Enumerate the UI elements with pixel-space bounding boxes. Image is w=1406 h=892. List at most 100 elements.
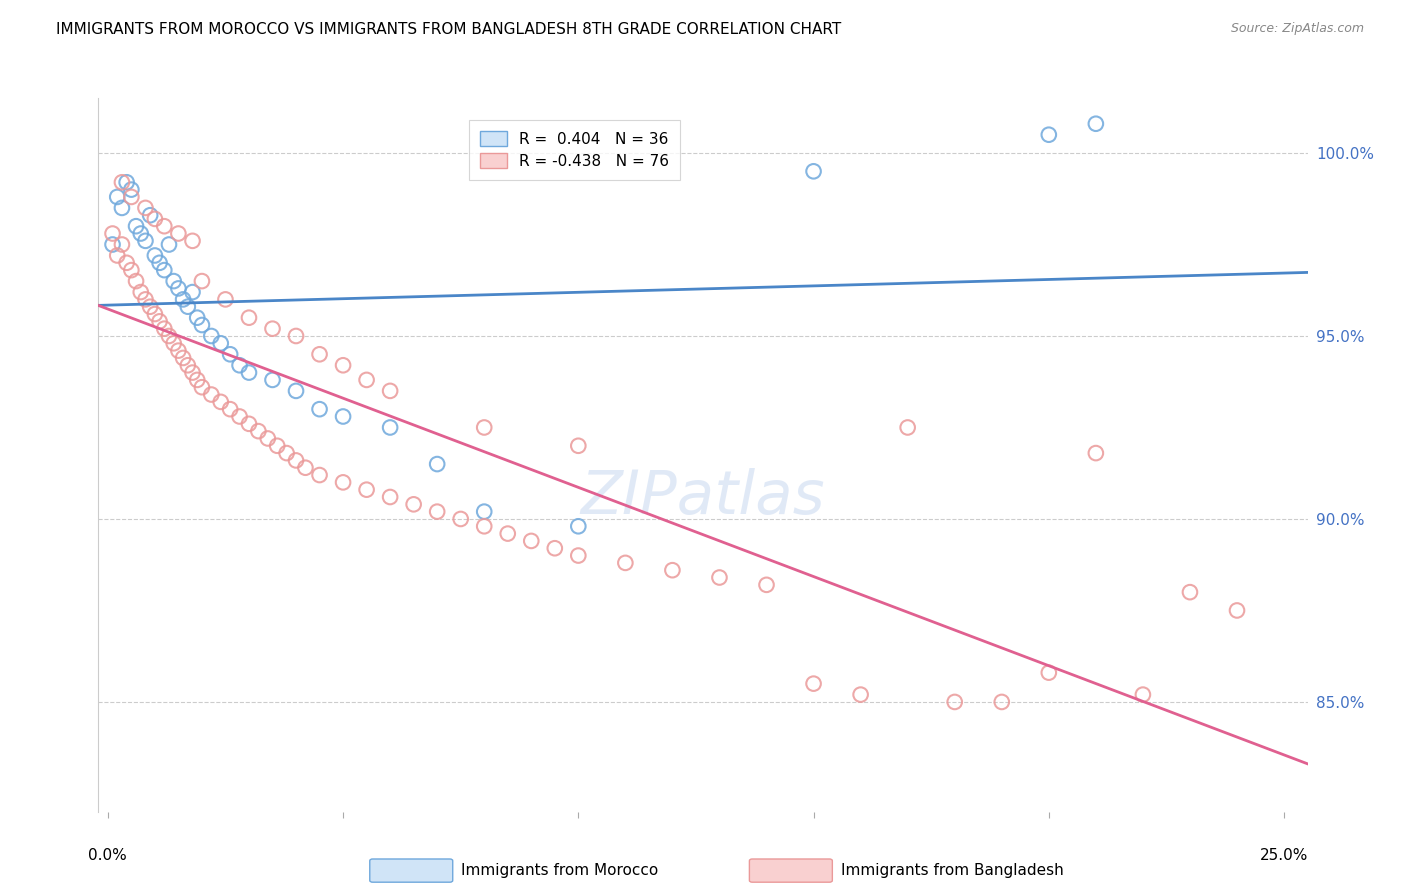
Point: [163, 274, 186, 288]
Point: [177, 358, 200, 372]
Point: [181, 234, 204, 248]
Point: [426, 505, 449, 519]
Legend: R =  0.404   N = 36, R = -0.438   N = 76: R = 0.404 N = 36, R = -0.438 N = 76: [468, 120, 681, 179]
Point: [172, 293, 194, 307]
Point: [105, 190, 128, 204]
Point: [139, 208, 162, 222]
Point: [709, 570, 731, 584]
Point: [186, 373, 208, 387]
Point: [1178, 585, 1201, 599]
Point: [472, 519, 495, 533]
Point: [191, 274, 214, 288]
Point: [567, 549, 589, 563]
Point: [238, 417, 260, 431]
Point: [167, 281, 190, 295]
Point: [163, 336, 186, 351]
Point: [209, 395, 232, 409]
Point: [238, 366, 260, 380]
Point: [567, 439, 589, 453]
Point: [120, 183, 142, 197]
Point: [285, 384, 308, 398]
Point: [134, 234, 156, 248]
Point: [111, 201, 134, 215]
Point: [943, 695, 966, 709]
Point: [356, 373, 378, 387]
Point: [181, 366, 204, 380]
Point: [120, 263, 142, 277]
Point: [378, 420, 401, 434]
Point: [1084, 117, 1107, 131]
Point: [426, 457, 449, 471]
Point: [567, 519, 589, 533]
Point: [990, 695, 1012, 709]
Point: [238, 310, 260, 325]
Point: [129, 285, 152, 299]
Point: [153, 321, 176, 335]
Point: [134, 293, 156, 307]
Point: [111, 175, 134, 189]
Point: [332, 358, 354, 372]
Point: [209, 336, 232, 351]
Point: [219, 347, 242, 361]
Point: [191, 380, 214, 394]
Point: [101, 227, 124, 241]
Point: [153, 263, 176, 277]
Point: [294, 460, 316, 475]
Point: [228, 358, 250, 372]
Point: [378, 490, 401, 504]
Point: [125, 274, 148, 288]
Point: [544, 541, 567, 556]
Point: [219, 402, 242, 417]
Point: [332, 475, 354, 490]
Point: [149, 256, 172, 270]
Point: [803, 676, 825, 690]
Point: [378, 384, 401, 398]
Point: [149, 314, 172, 328]
Point: [266, 439, 288, 453]
Point: [139, 300, 162, 314]
Point: [308, 347, 330, 361]
Point: [157, 237, 180, 252]
Point: [228, 409, 250, 424]
Point: [1226, 603, 1249, 617]
Point: [803, 164, 825, 178]
Point: [256, 432, 278, 446]
Point: [308, 468, 330, 483]
Point: [276, 446, 298, 460]
Point: [262, 373, 284, 387]
Point: [308, 402, 330, 417]
Text: 25.0%: 25.0%: [1260, 848, 1308, 863]
Point: [262, 321, 284, 335]
Point: [214, 293, 236, 307]
Point: [181, 285, 204, 299]
Point: [129, 227, 152, 241]
Point: [186, 310, 208, 325]
Point: [172, 351, 194, 365]
Point: [496, 526, 519, 541]
Point: [157, 329, 180, 343]
Point: [285, 329, 308, 343]
Point: [661, 563, 683, 577]
Point: [472, 505, 495, 519]
Point: [167, 343, 190, 358]
Point: [143, 307, 166, 321]
Point: [356, 483, 378, 497]
Point: [332, 409, 354, 424]
Point: [1038, 665, 1060, 680]
Text: Source: ZipAtlas.com: Source: ZipAtlas.com: [1230, 22, 1364, 36]
Point: [614, 556, 637, 570]
Text: ZIPatlas: ZIPatlas: [581, 468, 825, 527]
Text: Immigrants from Bangladesh: Immigrants from Bangladesh: [841, 863, 1063, 878]
Point: [111, 237, 134, 252]
Point: [1038, 128, 1060, 142]
Point: [125, 219, 148, 234]
Point: [115, 256, 138, 270]
Point: [177, 300, 200, 314]
Point: [105, 248, 128, 262]
Point: [402, 497, 425, 511]
Point: [101, 237, 124, 252]
Text: 0.0%: 0.0%: [89, 848, 127, 863]
Point: [200, 387, 222, 401]
Point: [143, 248, 166, 262]
Point: [247, 424, 270, 438]
